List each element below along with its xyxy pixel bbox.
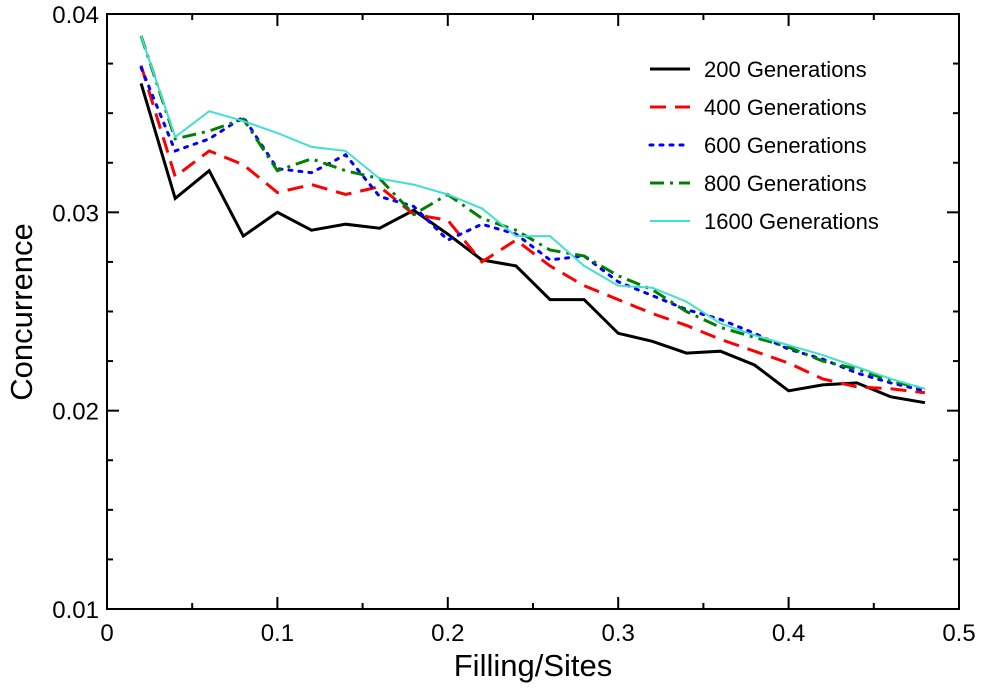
x-axis-title: Filling/Sites	[454, 648, 613, 683]
x-tick-label: 0.5	[942, 620, 975, 647]
series-lines	[139, 35, 927, 405]
tick-labels: 0 0.1 0.2 0.3 0.4 0.5 0.01 0.02 0.03 0.04	[52, 2, 975, 647]
x-tick-label: 0.4	[772, 620, 805, 647]
legend-label-1: 200 Generations	[704, 57, 867, 82]
x-tick-label: 0.2	[431, 620, 464, 647]
x-tick-label: 0	[100, 620, 113, 647]
plot-frame	[106, 13, 960, 610]
series-line-2	[139, 65, 926, 395]
legend-label-2: 400 Generations	[704, 95, 867, 120]
legend-label-3: 600 Generations	[704, 133, 867, 158]
series-line-5	[140, 35, 926, 390]
x-tick-label: 0.3	[602, 620, 635, 647]
legend: 200 Generations 400 Generations 600 Genera…	[648, 57, 879, 234]
y-axis-title: Concurrence	[4, 223, 39, 400]
x-tick-label: 0.1	[261, 620, 294, 647]
series-line-4	[139, 35, 926, 391]
y-tick-label: 0.04	[52, 2, 99, 29]
y-tick-label: 0.01	[52, 597, 99, 624]
y-tick-label: 0.03	[52, 200, 99, 227]
series-line-1	[139, 82, 926, 405]
y-tick-label: 0.02	[52, 399, 99, 426]
legend-label-5: 1600 Generations	[704, 209, 879, 234]
legend-label-4: 800 Generations	[704, 171, 867, 196]
